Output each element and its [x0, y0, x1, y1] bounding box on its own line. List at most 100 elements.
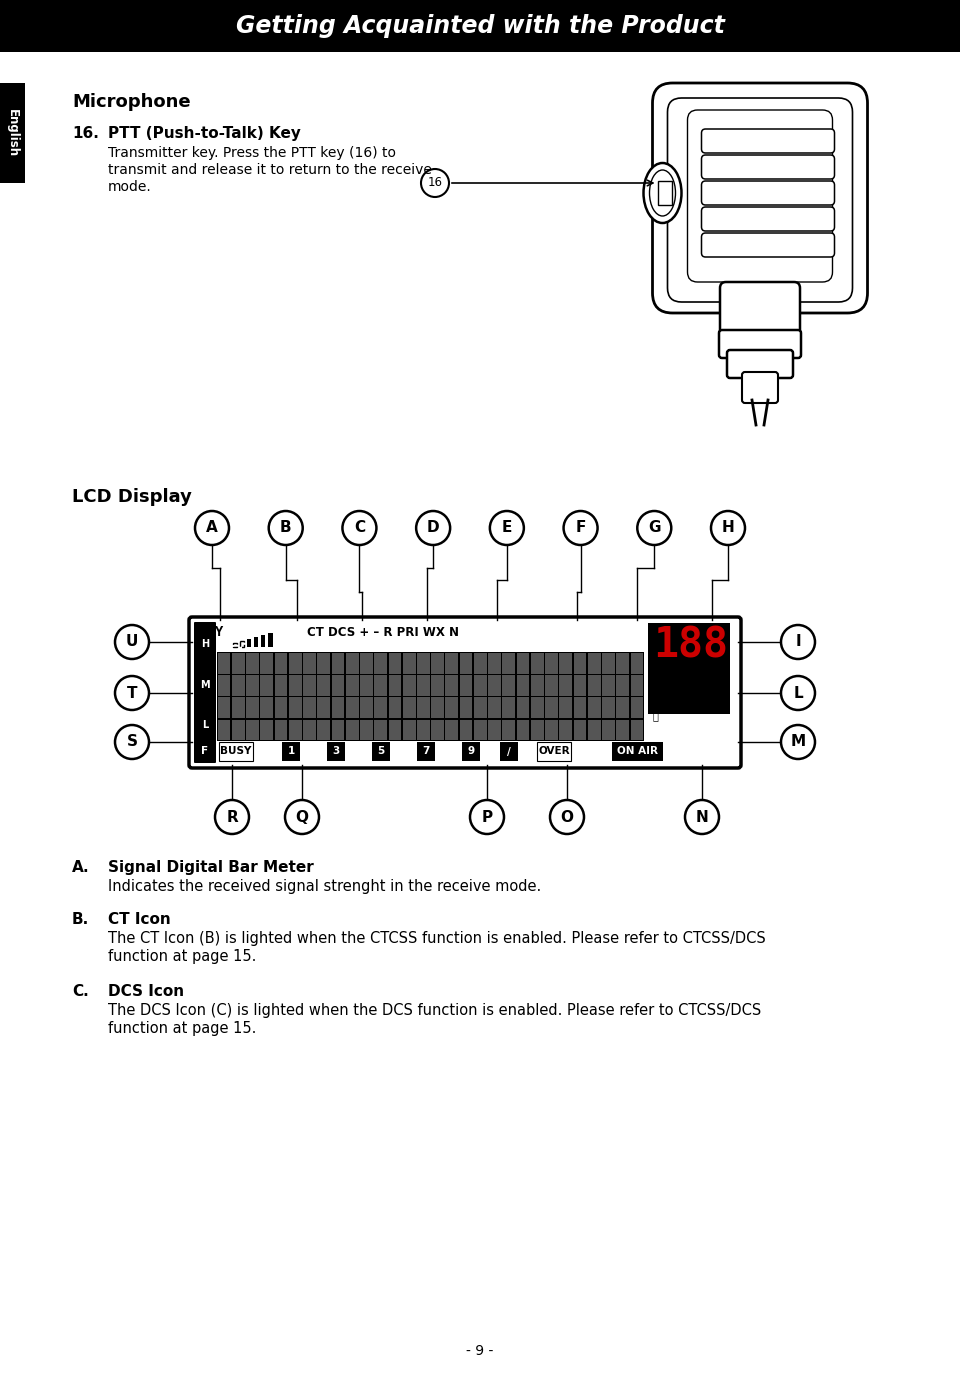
FancyBboxPatch shape [194, 621, 216, 763]
Text: C: C [354, 521, 365, 536]
FancyBboxPatch shape [360, 697, 372, 718]
Text: R: R [227, 809, 238, 824]
Text: 3: 3 [332, 747, 340, 757]
FancyBboxPatch shape [318, 719, 330, 740]
FancyBboxPatch shape [417, 675, 430, 696]
Text: DCS Icon: DCS Icon [108, 984, 184, 999]
FancyBboxPatch shape [189, 617, 741, 768]
FancyBboxPatch shape [560, 719, 572, 740]
FancyBboxPatch shape [282, 741, 300, 761]
Text: /: / [507, 747, 511, 757]
Text: The DCS Icon (C) is lighted when the DCS function is enabled. Please refer to CT: The DCS Icon (C) is lighted when the DCS… [108, 1003, 761, 1018]
FancyBboxPatch shape [275, 697, 287, 718]
Text: BUSY: BUSY [220, 747, 252, 757]
FancyBboxPatch shape [417, 741, 435, 761]
FancyBboxPatch shape [702, 154, 834, 179]
FancyBboxPatch shape [346, 653, 359, 674]
FancyBboxPatch shape [403, 697, 416, 718]
FancyBboxPatch shape [389, 719, 401, 740]
Text: ON AIR: ON AIR [617, 747, 658, 757]
Text: A.: A. [72, 860, 89, 875]
Text: M: M [790, 734, 805, 750]
FancyBboxPatch shape [489, 697, 501, 718]
Text: H: H [722, 521, 734, 536]
FancyBboxPatch shape [573, 719, 587, 740]
FancyBboxPatch shape [616, 653, 629, 674]
FancyBboxPatch shape [702, 207, 834, 232]
FancyBboxPatch shape [389, 653, 401, 674]
FancyBboxPatch shape [232, 719, 245, 740]
Ellipse shape [643, 163, 682, 223]
FancyBboxPatch shape [247, 639, 251, 648]
FancyBboxPatch shape [545, 719, 558, 740]
FancyBboxPatch shape [602, 675, 614, 696]
FancyBboxPatch shape [602, 697, 614, 718]
Text: D: D [427, 521, 440, 536]
Text: 5: 5 [377, 747, 385, 757]
Circle shape [115, 725, 149, 759]
Circle shape [470, 801, 504, 834]
FancyBboxPatch shape [602, 719, 614, 740]
Text: English: English [6, 109, 18, 157]
FancyBboxPatch shape [431, 719, 444, 740]
FancyBboxPatch shape [275, 719, 287, 740]
Circle shape [416, 511, 450, 546]
Text: CT DCS + – R PRI WX N: CT DCS + – R PRI WX N [307, 626, 459, 639]
FancyBboxPatch shape [218, 675, 230, 696]
FancyBboxPatch shape [275, 675, 287, 696]
FancyBboxPatch shape [573, 675, 587, 696]
Text: mode.: mode. [108, 181, 152, 194]
FancyBboxPatch shape [219, 741, 253, 761]
FancyBboxPatch shape [260, 675, 274, 696]
Circle shape [285, 801, 319, 834]
Text: Q: Q [296, 809, 308, 824]
FancyBboxPatch shape [254, 637, 258, 648]
FancyBboxPatch shape [460, 653, 472, 674]
FancyBboxPatch shape [531, 719, 543, 740]
FancyBboxPatch shape [246, 675, 259, 696]
FancyBboxPatch shape [331, 653, 345, 674]
Text: - 9 -: - 9 - [467, 1344, 493, 1357]
Circle shape [550, 801, 584, 834]
FancyBboxPatch shape [602, 653, 614, 674]
FancyBboxPatch shape [218, 719, 230, 740]
FancyBboxPatch shape [616, 675, 629, 696]
FancyBboxPatch shape [417, 697, 430, 718]
FancyBboxPatch shape [318, 653, 330, 674]
FancyBboxPatch shape [346, 719, 359, 740]
FancyBboxPatch shape [588, 719, 601, 740]
FancyBboxPatch shape [500, 741, 518, 761]
FancyBboxPatch shape [687, 110, 832, 282]
FancyBboxPatch shape [516, 719, 529, 740]
FancyBboxPatch shape [445, 719, 458, 740]
FancyBboxPatch shape [268, 633, 273, 648]
FancyBboxPatch shape [516, 653, 529, 674]
Text: Microphone: Microphone [72, 92, 191, 112]
FancyBboxPatch shape [502, 653, 516, 674]
FancyBboxPatch shape [403, 719, 416, 740]
FancyBboxPatch shape [346, 697, 359, 718]
FancyBboxPatch shape [360, 675, 372, 696]
Circle shape [781, 677, 815, 710]
Circle shape [490, 511, 524, 546]
FancyBboxPatch shape [246, 719, 259, 740]
FancyBboxPatch shape [195, 741, 215, 762]
FancyBboxPatch shape [246, 697, 259, 718]
Text: Signal Digital Bar Meter: Signal Digital Bar Meter [108, 860, 314, 875]
Text: 7: 7 [422, 747, 430, 757]
FancyBboxPatch shape [218, 697, 230, 718]
FancyBboxPatch shape [702, 130, 834, 153]
FancyBboxPatch shape [403, 653, 416, 674]
FancyBboxPatch shape [303, 653, 316, 674]
FancyBboxPatch shape [327, 741, 345, 761]
Text: O: O [561, 809, 573, 824]
Circle shape [564, 511, 597, 546]
FancyBboxPatch shape [588, 697, 601, 718]
FancyBboxPatch shape [261, 635, 265, 648]
FancyBboxPatch shape [303, 697, 316, 718]
FancyBboxPatch shape [720, 282, 800, 344]
Circle shape [195, 511, 229, 546]
FancyBboxPatch shape [331, 719, 345, 740]
FancyBboxPatch shape [260, 653, 274, 674]
FancyBboxPatch shape [516, 697, 529, 718]
